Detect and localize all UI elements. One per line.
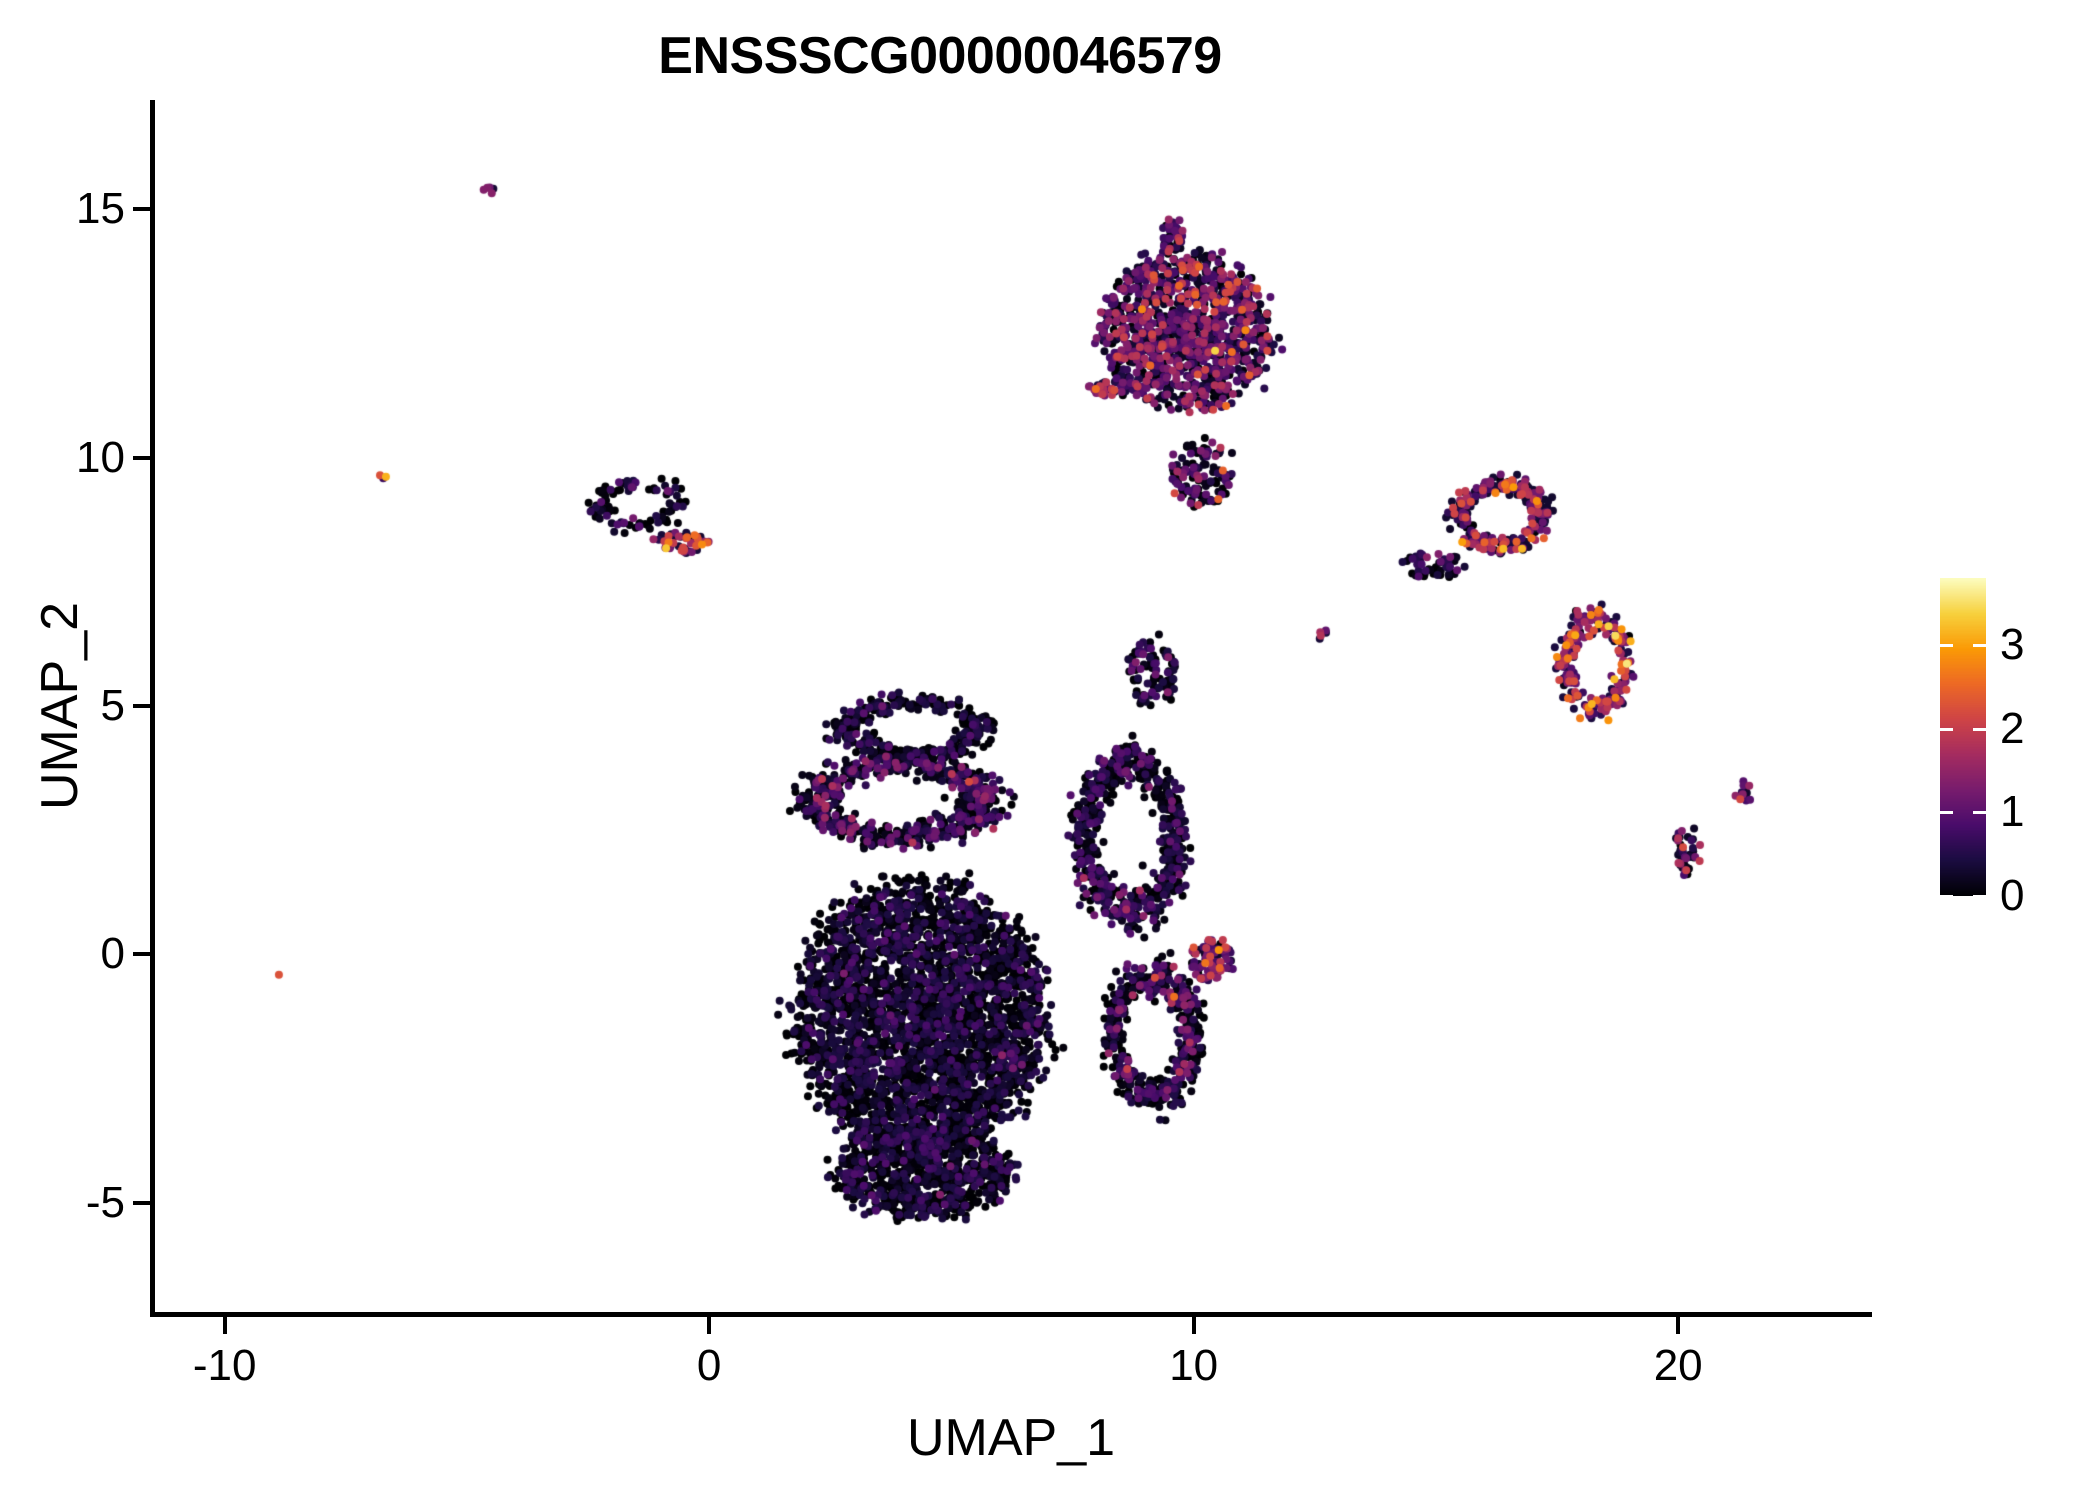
x-tick-mark	[1191, 1317, 1196, 1334]
colorbar-gradient	[1940, 578, 1986, 896]
colorbar-label: 0	[2000, 871, 2025, 920]
colorbar-tick-mark	[1940, 895, 1953, 898]
colorbar-tick-mark	[1973, 811, 1986, 815]
colorbar-tick-mark	[1973, 643, 1986, 647]
y-axis-label: UMAP_2	[31, 601, 89, 811]
x-tick-label: 10	[1169, 1341, 1219, 1390]
x-tick-label: 20	[1653, 1341, 1703, 1390]
colorbar-label: 2	[2000, 703, 2025, 753]
y-axis-line	[150, 100, 155, 1312]
colorbar-tick-mark	[1973, 727, 1986, 731]
y-tick-mark	[133, 952, 150, 957]
x-tick-mark	[1676, 1317, 1681, 1334]
colorbar-tick-mark	[1940, 643, 1953, 647]
y-tick-mark	[133, 1200, 150, 1205]
scatter-plot-canvas	[152, 100, 1872, 1312]
x-tick-label: 0	[696, 1341, 722, 1390]
x-tick-label: -10	[192, 1341, 257, 1390]
x-axis-line	[150, 1312, 1872, 1317]
y-tick-label: 5	[100, 681, 125, 730]
y-tick-mark	[133, 704, 150, 708]
y-tick-label: 10	[76, 432, 125, 482]
y-tick-mark	[133, 207, 150, 212]
color-legend: 0 1 2 3	[1940, 578, 2090, 918]
page-title: ENSSSCG00000046579	[658, 27, 1222, 85]
colorbar-label: 1	[2000, 787, 2025, 837]
colorbar-label: 3	[2000, 619, 2025, 669]
x-tick-mark	[707, 1317, 712, 1334]
colorbar-tick-mark	[1940, 811, 1953, 815]
colorbar-tick-mark	[1973, 895, 1986, 898]
colorbar-tick-mark	[1940, 727, 1953, 731]
x-tick-mark	[222, 1317, 227, 1334]
x-axis-label: UMAP_1	[906, 1409, 1116, 1467]
y-tick-label: 15	[76, 184, 125, 234]
y-tick-label: 0	[100, 929, 125, 979]
y-tick-label: -5	[85, 1177, 125, 1227]
y-tick-mark	[133, 455, 150, 460]
